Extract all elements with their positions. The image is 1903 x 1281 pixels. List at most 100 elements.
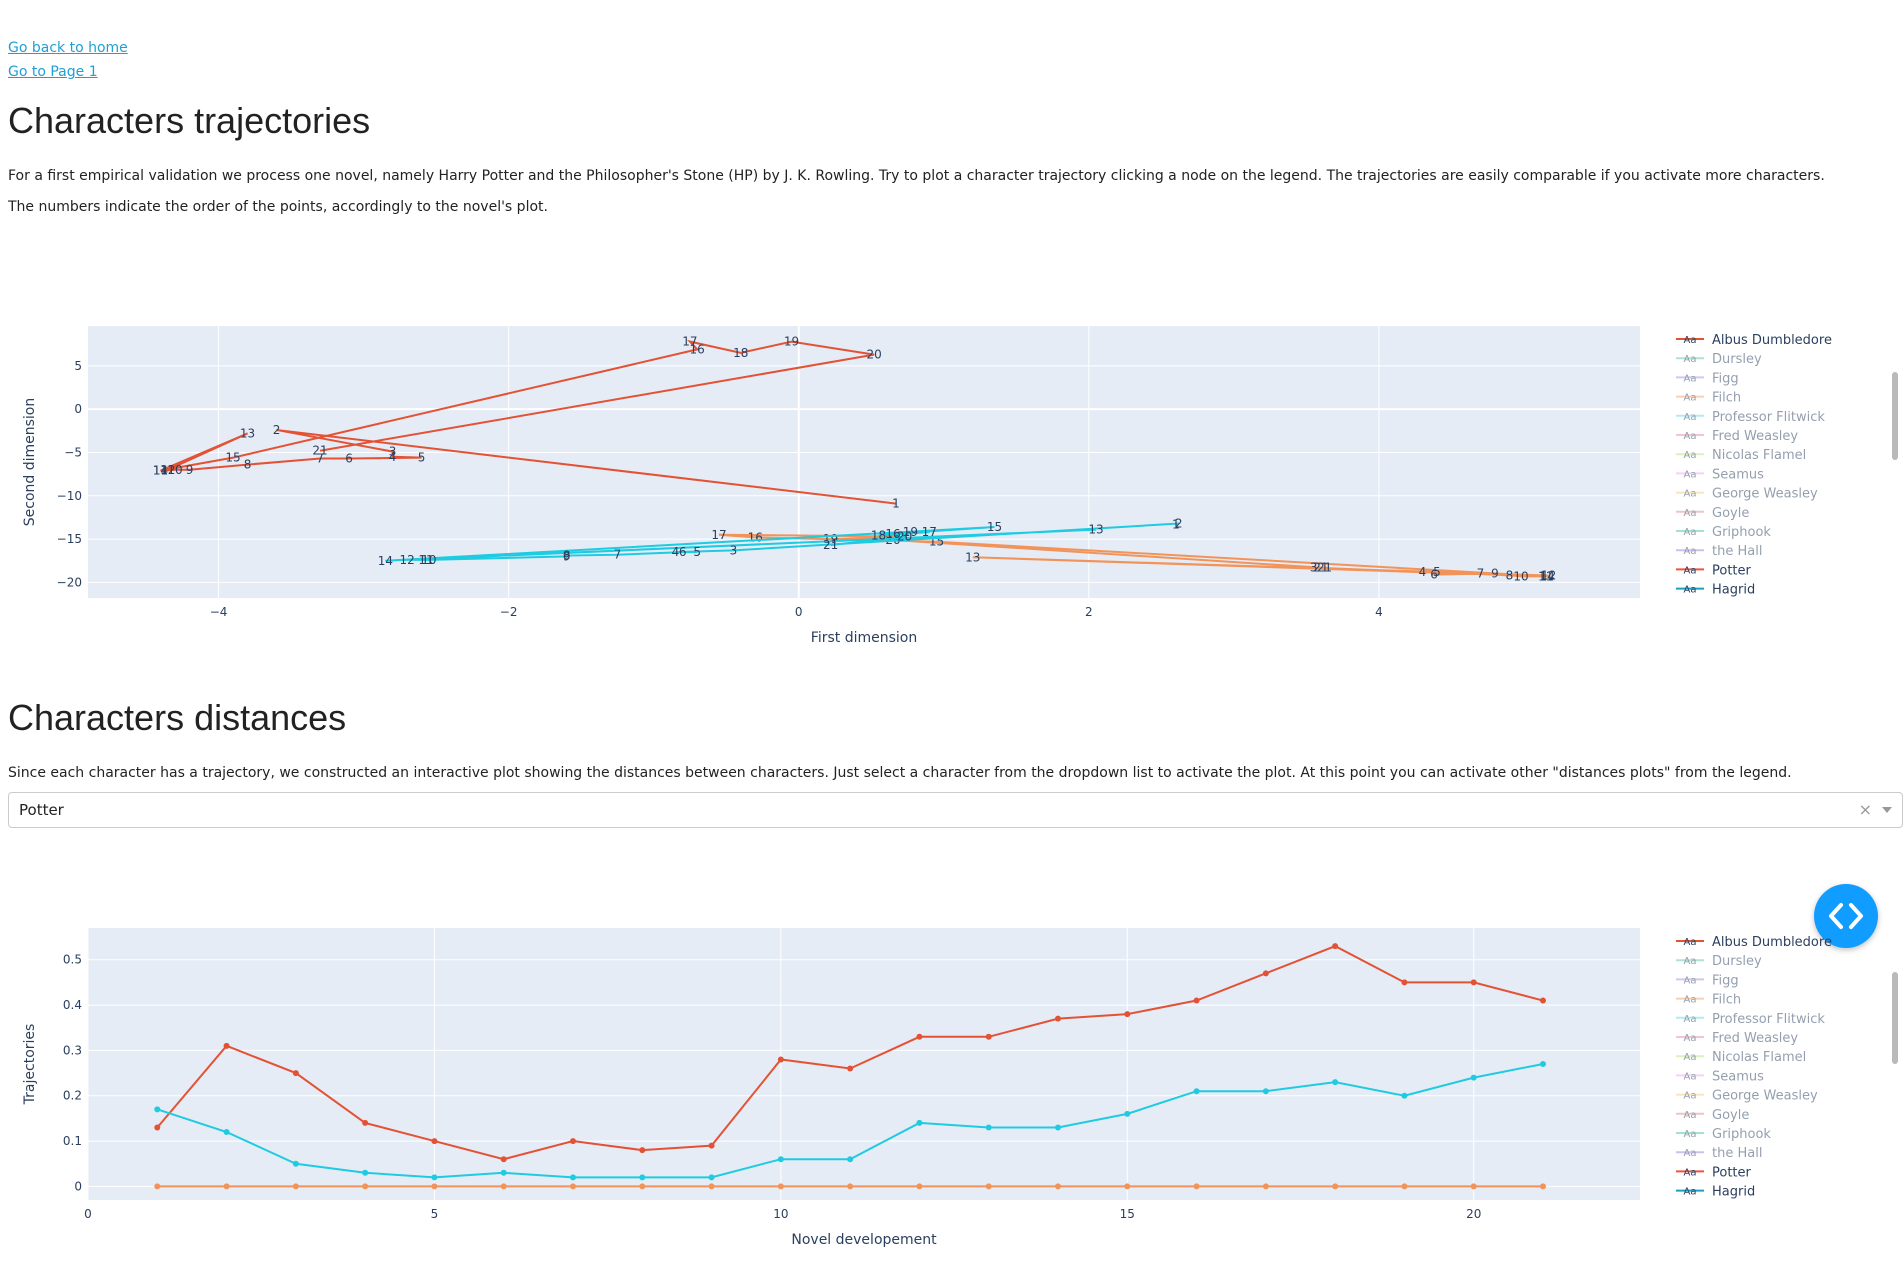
data-point [431,1183,438,1190]
point-label: 1 [892,497,900,511]
legend-marker-text: Aa [1684,585,1697,596]
data-point [1262,1183,1269,1190]
legend-item[interactable]: Aa Filch [1676,391,1741,406]
clear-icon[interactable]: × [1858,800,1872,819]
chevron-down-icon[interactable] [1882,807,1892,813]
point-label: 9 [1491,567,1499,581]
data-point [777,1056,784,1063]
legend-item[interactable]: Aa the Hall [1676,544,1762,559]
legend-label: Nicolas Flamel [1712,448,1806,463]
legend-item[interactable]: Aa Filch [1676,993,1741,1008]
data-point [985,1124,992,1131]
legend-item[interactable]: Aa Nicolas Flamel [1676,448,1806,463]
legend-item[interactable]: Aa Figg [1676,371,1739,386]
data-point [431,1138,438,1145]
legend-item[interactable]: Aa Seamus [1676,467,1764,482]
data-point [1470,1074,1477,1081]
y-tick-label: −20 [57,575,82,589]
legend-label: Hagrid [1712,583,1755,598]
point-label: 8 [1506,568,1514,582]
y-tick-label: 0 [74,1179,82,1193]
legend-item[interactable]: Aa Fred Weasley [1676,429,1798,444]
code-toggle-button[interactable] [1814,884,1878,948]
data-point [708,1142,715,1149]
legend-item[interactable]: Aa Albus Dumbledore [1676,935,1832,950]
legend-label: Professor Flitwick [1712,1012,1825,1027]
legend-item[interactable]: Aa Figg [1676,973,1739,988]
point-label: 21 [823,538,838,552]
legend-item[interactable]: Aa Potter [1676,1165,1752,1180]
legend-marker-text: Aa [1684,546,1697,557]
legend-item[interactable]: Aa Albus Dumbledore [1676,333,1832,348]
legend-item[interactable]: Aa Nicolas Flamel [1676,1050,1806,1065]
legend-label: the Hall [1712,1146,1762,1161]
legend-item[interactable]: Aa Griphook [1676,525,1771,540]
legend-item[interactable]: Aa Dursley [1676,352,1762,367]
legend-label: Fred Weasley [1712,1031,1798,1046]
data-point [1193,1183,1200,1190]
y-axis-title: Second dimension [22,398,38,527]
data-point [292,1070,299,1077]
legend-item[interactable]: Aa the Hall [1676,1146,1762,1161]
legend-item[interactable]: Aa Dursley [1676,954,1762,969]
legend-item[interactable]: Aa Hagrid [1676,583,1755,598]
plot-area [88,928,1640,1200]
legend-item[interactable]: Aa Professor Flitwick [1676,1012,1825,1027]
point-label: 12 [1541,568,1556,582]
x-tick-label: −2 [500,605,518,619]
legend-marker-text: Aa [1684,1033,1697,1044]
legend-item[interactable]: Aa Hagrid [1676,1185,1755,1200]
legend-item[interactable]: Aa George Weasley [1676,487,1818,502]
x-tick-label: 15 [1120,1207,1135,1221]
legend-item[interactable]: Aa Potter [1676,563,1752,578]
y-axis-title: Trajectories [22,1024,38,1106]
distances-chart[interactable]: 0 5 10 15 20 0 0.1 0.2 0.3 0.4 0.5 Novel developeme… [0,910,1903,1250]
point-label: 19 [903,525,918,539]
y-tick-label: −5 [64,445,82,459]
data-point [1470,1183,1477,1190]
point-label: 12 [160,463,175,477]
point-label: 3 [730,543,738,557]
legend-scrollbar-2[interactable] [1892,972,1898,1064]
x-tick-label: 2 [1085,605,1093,619]
point-label: 1 [1324,561,1332,575]
legend-scrollbar-1[interactable] [1892,372,1898,460]
character-dropdown[interactable]: Potter × [8,792,1903,828]
trajectories-description: For a first empirical validation we proc… [8,168,1825,184]
point-label: 21 [1313,561,1328,575]
point-label: 19 [784,335,799,349]
point-label: 7 [1477,567,1485,581]
legend-marker-text: Aa [1684,565,1697,576]
data-point [1055,1015,1061,1022]
legend-item[interactable]: Aa Griphook [1676,1127,1771,1142]
y-tick-label: 5 [74,359,82,373]
point-label: 7 [316,452,324,466]
legend-item[interactable]: Aa Professor Flitwick [1676,410,1825,425]
point-label: 6 [1430,568,1438,582]
point-label: 10 [421,553,436,567]
trajectories-note: The numbers indicate the order of the po… [8,199,548,215]
y-tick-label: 0.1 [63,1134,82,1148]
home-link[interactable]: Go back to home [8,40,128,56]
legend-label: Griphook [1712,1127,1771,1142]
legend-item[interactable]: Aa George Weasley [1676,1089,1818,1104]
distances-description: Since each character has a trajectory, w… [8,765,1792,781]
legend-marker-text: Aa [1684,431,1697,442]
data-point [1055,1124,1061,1131]
legend-item[interactable]: Aa Goyle [1676,1108,1749,1123]
y-tick-label: 0.2 [63,1089,82,1103]
point-label: 5 [418,451,426,465]
data-point [223,1129,230,1135]
legend-item[interactable]: Aa Seamus [1676,1069,1764,1084]
x-tick-label: 0 [84,1207,92,1221]
legend-item[interactable]: Aa Fred Weasley [1676,1031,1798,1046]
data-point [1332,1183,1339,1190]
plot-area [88,326,1640,598]
data-point [1540,1061,1546,1067]
point-label: 10 [167,463,182,477]
point-label: 16 [690,342,705,356]
point-label: 2 [1175,517,1183,531]
legend-item[interactable]: Aa Goyle [1676,506,1749,521]
page1-link[interactable]: Go to Page 1 [8,64,98,80]
